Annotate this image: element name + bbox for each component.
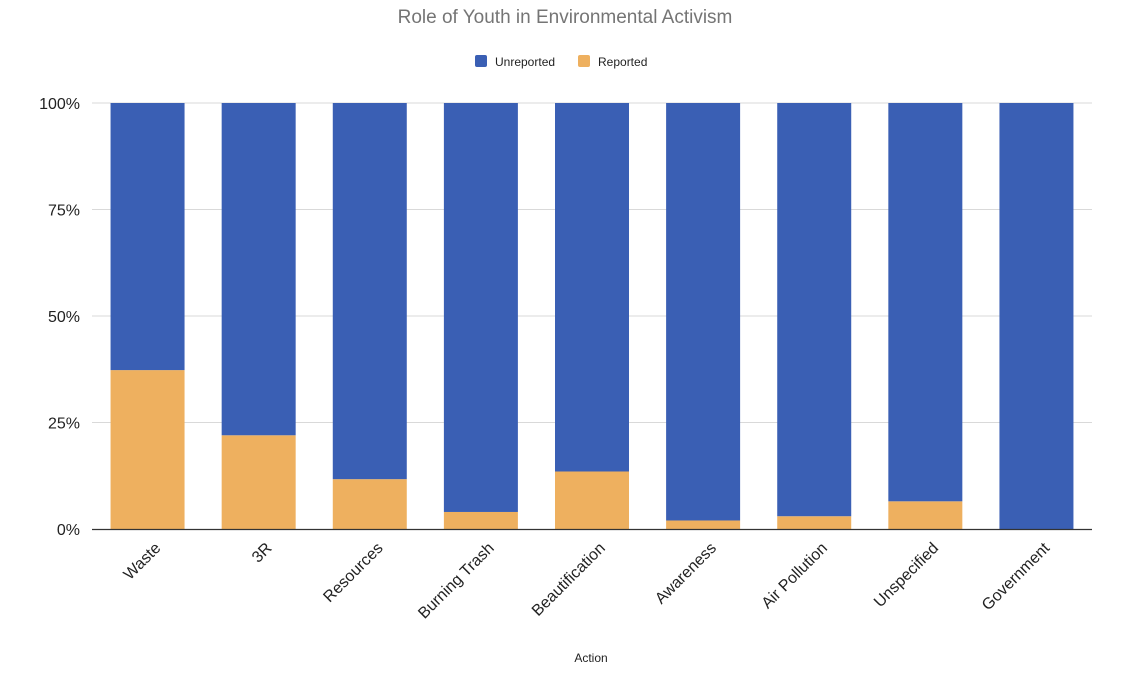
bar-segment-reported	[666, 520, 741, 529]
x-axis: Waste 3R Resources Burning Trash Beautificat…	[121, 539, 1054, 622]
bar-segment-reported	[221, 435, 296, 529]
x-tick-label: Waste	[121, 540, 165, 584]
y-tick-label: 50%	[48, 309, 80, 326]
bar-segment-unreported	[332, 103, 407, 480]
x-axis-label: Action	[574, 651, 607, 665]
bar-segment-reported	[332, 479, 407, 529]
bar-segment-reported	[888, 501, 963, 529]
chart-title: Role of Youth in Environmental Activism	[398, 7, 733, 28]
y-tick-label: 0%	[57, 522, 80, 539]
y-tick-label: 25%	[48, 416, 80, 433]
bar-segment-reported	[443, 511, 518, 529]
x-tick-label: Awareness	[652, 540, 720, 608]
y-tick-label: 75%	[48, 203, 80, 220]
bar-segment-unreported	[888, 103, 963, 502]
legend-label-unreported: Unreported	[495, 55, 555, 69]
y-tick-label: 100%	[39, 96, 80, 113]
bar-segment-unreported	[777, 103, 852, 517]
bar-segment-unreported	[999, 103, 1074, 529]
bars	[110, 103, 1074, 529]
bar-segment-reported	[555, 471, 629, 529]
x-tick-label: Beautification	[529, 540, 609, 620]
legend-swatch-reported	[578, 55, 590, 67]
bar-segment-unreported	[666, 103, 741, 521]
x-tick-label: Resources	[321, 540, 387, 606]
legend: Unreported Reported	[475, 55, 647, 69]
bar-segment-unreported	[221, 103, 296, 436]
x-tick-label: Government	[979, 539, 1054, 614]
bar-segment-reported	[110, 370, 185, 529]
bar-segment-reported	[777, 516, 852, 529]
x-tick-label: Air Pollution	[759, 540, 831, 612]
x-tick-label: Burning Trash	[415, 540, 497, 622]
legend-swatch-unreported	[475, 55, 487, 67]
x-tick-label: Unspecified	[871, 540, 942, 611]
bar-segment-unreported	[110, 103, 185, 371]
bar-segment-unreported	[555, 103, 629, 472]
bar-segment-unreported	[443, 103, 518, 512]
x-tick-label: 3R	[249, 540, 275, 566]
legend-label-reported: Reported	[598, 55, 647, 69]
y-axis: 0% 25% 50% 75% 100%	[39, 96, 80, 539]
